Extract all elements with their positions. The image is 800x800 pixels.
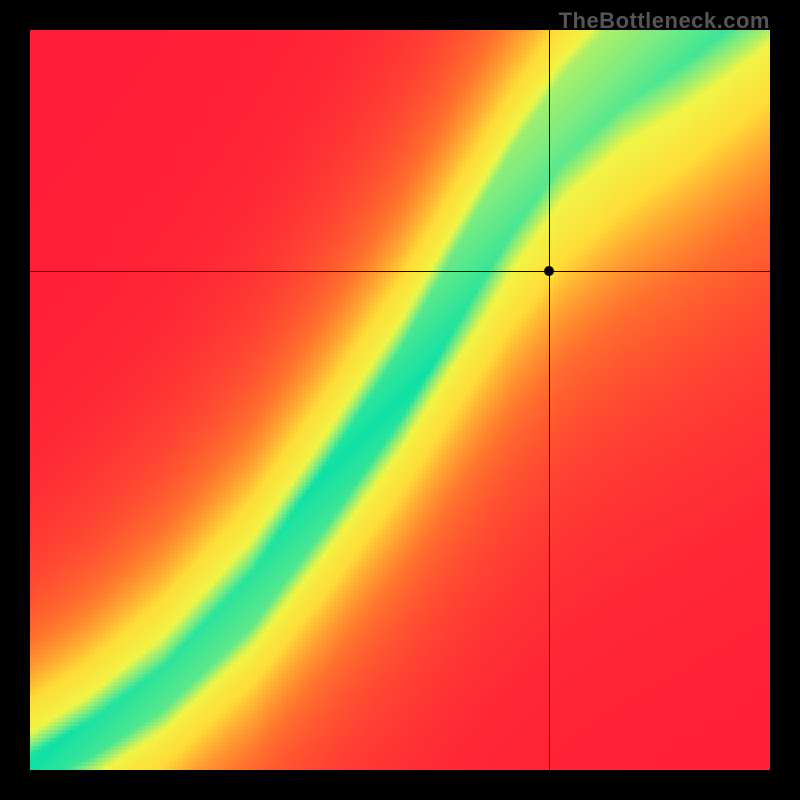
crosshair-horizontal [30, 271, 770, 272]
heatmap-plot [30, 30, 770, 770]
crosshair-vertical [549, 30, 550, 770]
heatmap-canvas [30, 30, 770, 770]
chart-container: TheBottleneck.com [0, 0, 800, 800]
data-point-marker [544, 266, 554, 276]
watermark-text: TheBottleneck.com [559, 8, 770, 34]
